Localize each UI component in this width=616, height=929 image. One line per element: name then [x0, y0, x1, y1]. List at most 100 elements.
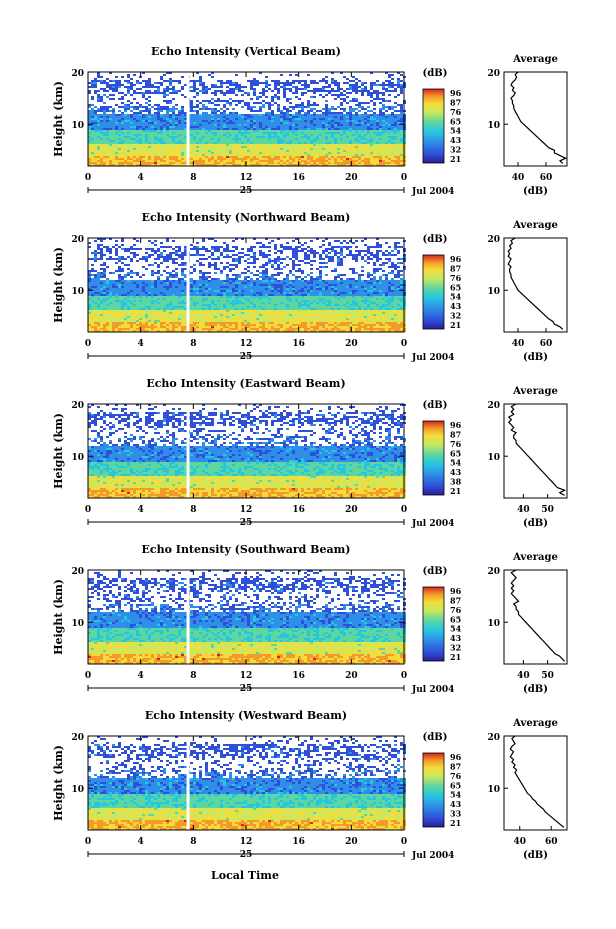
heatmap-cell — [361, 126, 364, 128]
heatmap-cell — [334, 240, 337, 242]
heatmap-cell — [268, 132, 271, 134]
heatmap-cell — [244, 278, 247, 280]
heatmap-cell — [367, 132, 370, 134]
heatmap-cell — [271, 116, 274, 118]
heatmap-cell — [364, 90, 367, 92]
heatmap-cell — [160, 284, 163, 286]
heatmap-cell — [196, 110, 199, 112]
heatmap-cell — [145, 158, 148, 160]
heatmap-cell — [316, 282, 319, 284]
heatmap-cell — [250, 88, 253, 90]
heatmap-cell — [361, 256, 364, 258]
heatmap-cell — [127, 134, 130, 136]
heatmap-cell — [343, 114, 346, 116]
heatmap-cell — [262, 274, 265, 276]
heatmap-cell — [373, 158, 376, 160]
heatmap-cell — [232, 90, 235, 92]
heatmap-cell — [343, 128, 346, 130]
heatmap-cell — [133, 84, 136, 86]
heatmap-cell — [304, 150, 307, 152]
heatmap-cell — [361, 118, 364, 120]
heatmap-cell — [370, 96, 373, 98]
heatmap-cell — [265, 276, 268, 278]
heatmap-cell — [358, 146, 361, 148]
heatmap-cell — [295, 256, 298, 258]
heatmap-cell — [259, 134, 262, 136]
heatmap-cell — [271, 144, 274, 146]
heatmap-cell — [190, 108, 193, 110]
heatmap-cell — [298, 144, 301, 146]
heatmap-cell — [319, 282, 322, 284]
heatmap-cell — [391, 78, 394, 80]
heatmap-cell — [349, 280, 352, 282]
heatmap-cell — [271, 240, 274, 242]
heatmap-cell — [196, 140, 199, 142]
heatmap-cell — [301, 118, 304, 120]
heatmap-cell — [163, 90, 166, 92]
heatmap-cell — [193, 114, 196, 116]
heatmap-cell — [325, 94, 328, 96]
heatmap-cell — [121, 122, 124, 124]
heatmap-cell — [145, 132, 148, 134]
heatmap-cell — [397, 272, 400, 274]
heatmap-cell — [277, 104, 280, 106]
heatmap-cell — [208, 114, 211, 116]
heatmap-cell — [298, 132, 301, 134]
heatmap-cell — [340, 146, 343, 148]
heatmap-cell — [385, 158, 388, 160]
heatmap-cell — [148, 130, 151, 132]
heatmap-cell — [121, 158, 124, 160]
heatmap-cell — [208, 118, 211, 120]
heatmap-cell — [295, 278, 298, 280]
heatmap-cell — [202, 142, 205, 144]
heatmap-cell — [217, 246, 220, 248]
heatmap-cell — [223, 140, 226, 142]
heatmap-cell — [238, 258, 241, 260]
heatmap-cell — [394, 282, 397, 284]
heatmap-cell — [364, 144, 367, 146]
heatmap-cell — [316, 268, 319, 270]
heatmap-cell — [280, 116, 283, 118]
heatmap-cell — [142, 114, 145, 116]
heatmap-cell — [232, 148, 235, 150]
heatmap-cell — [256, 274, 259, 276]
heatmap-cell — [304, 146, 307, 148]
heatmap-cell — [292, 250, 295, 252]
heatmap-cell — [157, 278, 160, 280]
heatmap-cell — [241, 106, 244, 108]
heatmap-cell — [223, 154, 226, 156]
heatmap-cell — [100, 280, 103, 282]
heatmap-cell — [115, 90, 118, 92]
heatmap-cell — [256, 98, 259, 100]
heatmap-cell — [250, 106, 253, 108]
heatmap-cell — [103, 156, 106, 158]
heatmap-cell — [211, 92, 214, 94]
heatmap-cell — [184, 118, 187, 120]
heatmap-cell — [115, 162, 118, 164]
heatmap-cell — [268, 260, 271, 262]
heatmap-cell — [139, 88, 142, 90]
heatmap-cell — [112, 150, 115, 152]
heatmap-cell — [322, 266, 325, 268]
heatmap-cell — [331, 106, 334, 108]
heatmap-cell — [163, 88, 166, 90]
heatmap-cell — [277, 88, 280, 90]
heatmap-cell — [115, 142, 118, 144]
heatmap-cell — [133, 106, 136, 108]
heatmap-cell — [136, 144, 139, 146]
heatmap-cell — [94, 132, 97, 134]
heatmap-cell — [253, 246, 256, 248]
heatmap-cell — [274, 86, 277, 88]
heatmap-cell — [226, 102, 229, 104]
heatmap-cell — [226, 142, 229, 144]
heatmap-cell — [295, 90, 298, 92]
heatmap-cell — [157, 112, 160, 114]
heatmap-cell — [364, 82, 367, 84]
heatmap-cell — [202, 276, 205, 278]
heatmap-cell — [205, 284, 208, 286]
heatmap-cell — [121, 162, 124, 164]
heatmap-cell — [310, 144, 313, 146]
heatmap-cell — [226, 254, 229, 256]
heatmap-cell — [271, 276, 274, 278]
heatmap-cell — [196, 88, 199, 90]
